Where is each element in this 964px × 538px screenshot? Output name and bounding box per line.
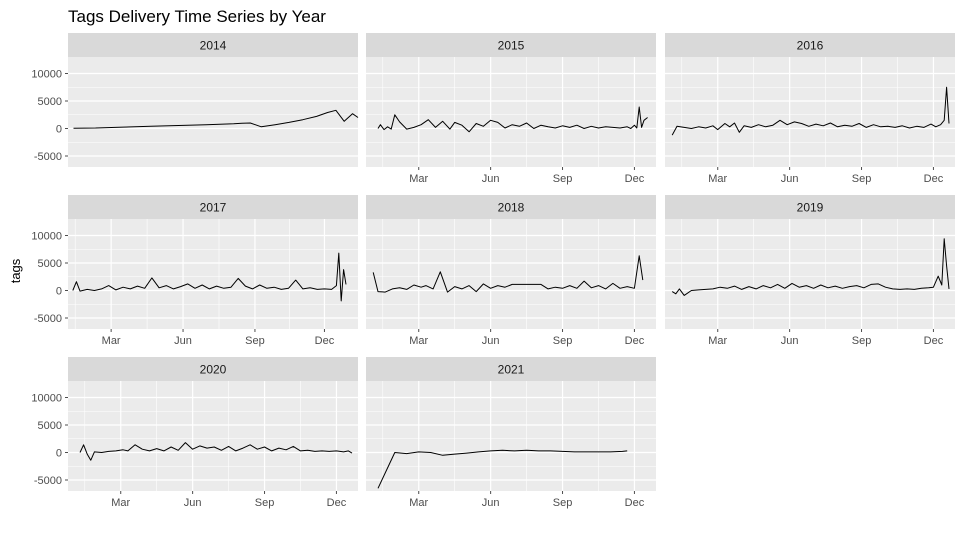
facet-2020-x-tick-label: Sep <box>255 497 275 509</box>
facet-2017: 2017 -5000 0 5000 10000 Mar Jun Sep Dec <box>31 195 358 347</box>
facet-2018-x-tick-label: Jun <box>482 335 500 347</box>
facet-2017-x-tick-label: Dec <box>315 335 335 347</box>
facet-2019-strip <box>665 195 955 219</box>
facet-2015-x-tick-label: Mar <box>409 173 428 185</box>
facet-2021-x-tick-label: Dec <box>625 497 645 509</box>
facet-2014-y-tick-label: 0 <box>56 124 62 136</box>
facet-2018-x-tick-label: Dec <box>625 335 645 347</box>
facet-2016-x-tick-label: Sep <box>852 173 872 185</box>
facet-2020-x-tick-label: Dec <box>327 497 347 509</box>
facet-2020-series-line <box>79 442 353 461</box>
facet-2014-strip <box>68 33 358 57</box>
facet-2020-y-tick-label: -5000 <box>34 475 62 487</box>
facet-2020-y-tick-label: 10000 <box>31 393 62 405</box>
y-axis-title: tags <box>8 258 23 283</box>
facet-2021-x-tick-label: Sep <box>553 497 573 509</box>
facet-2016-series-line <box>671 86 950 136</box>
facet-2021-x-tick-label: Mar <box>409 497 428 509</box>
facet-2021-strip <box>366 357 656 381</box>
facet-2018-x-tick-label: Sep <box>553 335 573 347</box>
facet-2019: 2019 Mar Jun Sep Dec <box>665 195 955 347</box>
facet-2017-series-line <box>72 252 347 302</box>
facet-2019-x-tick-label: Sep <box>852 335 872 347</box>
facet-2018-x-tick-label: Mar <box>409 335 428 347</box>
facet-2015-x-tick-label: Jun <box>482 173 500 185</box>
facet-2019-x-tick-label: Jun <box>781 335 799 347</box>
facet-2015: 2015 Mar Jun Sep Dec <box>366 33 656 185</box>
facet-2017-strip-label: 2017 <box>200 201 227 215</box>
facet-2016-x-tick-label: Dec <box>924 173 944 185</box>
facet-2015-panel <box>366 57 656 167</box>
facet-2014-series-line <box>73 109 359 129</box>
facet-2015-x-tick-label: Dec <box>625 173 645 185</box>
facet-2017-y-tick-label: 10000 <box>31 231 62 243</box>
facet-2015-series-line <box>377 106 648 133</box>
facet-2021-series-line <box>377 449 628 489</box>
facet-2015-x-tick-label: Sep <box>553 173 573 185</box>
facet-2016-strip-label: 2016 <box>797 39 824 53</box>
facet-2020-x-tick-label: Jun <box>184 497 202 509</box>
facet-2017-x-tick-label: Sep <box>245 335 265 347</box>
facet-2020-y-tick-label: 5000 <box>38 420 62 432</box>
facet-2017-strip <box>68 195 358 219</box>
facet-2020-x-tick-label: Mar <box>111 497 130 509</box>
facet-2014: 2014 -5000 0 5000 10000 <box>31 33 359 167</box>
facet-2017-y-tick-label: 0 <box>56 286 62 298</box>
facet-2016: 2016 Mar Jun Sep Dec <box>665 33 955 185</box>
facet-2021-panel <box>366 381 656 491</box>
facet-2020-strip <box>68 357 358 381</box>
facet-2017-y-tick-label: -5000 <box>34 313 62 325</box>
facet-2016-x-tick-label: Jun <box>781 173 799 185</box>
facet-2019-x-tick-label: Dec <box>924 335 944 347</box>
facet-2017-x-tick-label: Jun <box>174 335 192 347</box>
facet-2014-y-tick-label: 5000 <box>38 96 62 108</box>
facet-2019-panel <box>665 219 955 329</box>
facet-2020-strip-label: 2020 <box>200 363 227 377</box>
facet-panels: 2014 -5000 0 5000 10000 2015 Mar Jun Sep Dec 2016 M… <box>31 33 955 509</box>
facet-2020-panel <box>68 381 358 491</box>
facet-2021-x-tick-label: Jun <box>482 497 500 509</box>
facet-2016-panel <box>665 57 955 167</box>
facet-2018-panel <box>366 219 656 329</box>
facet-2014-strip-label: 2014 <box>200 39 227 53</box>
facet-2018-series-line <box>372 255 644 293</box>
facet-2018-strip <box>366 195 656 219</box>
facet-2017-x-tick-label: Mar <box>102 335 121 347</box>
facet-2016-x-tick-label: Mar <box>708 173 727 185</box>
facet-2019-x-tick-label: Mar <box>708 335 727 347</box>
facet-2015-strip <box>366 33 656 57</box>
facet-2021: 2021 Mar Jun Sep Dec <box>366 357 656 509</box>
facet-2019-strip-label: 2019 <box>797 201 824 215</box>
facet-2017-y-tick-label: 5000 <box>38 258 62 270</box>
facet-2018: 2018 Mar Jun Sep Dec <box>366 195 656 347</box>
facet-2014-y-tick-label: 10000 <box>31 69 62 81</box>
facet-2014-panel <box>68 57 358 167</box>
facet-2020-y-tick-label: 0 <box>56 448 62 460</box>
facet-2021-strip-label: 2021 <box>498 363 525 377</box>
facet-2014-y-tick-label: -5000 <box>34 151 62 163</box>
facet-2016-strip <box>665 33 955 57</box>
chart-title: Tags Delivery Time Series by Year <box>68 7 326 26</box>
facet-2018-strip-label: 2018 <box>498 201 525 215</box>
facet-2015-strip-label: 2015 <box>498 39 525 53</box>
facet-2020: 2020 -5000 0 5000 10000 Mar Jun Sep Dec <box>31 357 358 509</box>
facet-2019-series-line <box>671 238 950 296</box>
facet-2017-panel <box>68 219 358 329</box>
